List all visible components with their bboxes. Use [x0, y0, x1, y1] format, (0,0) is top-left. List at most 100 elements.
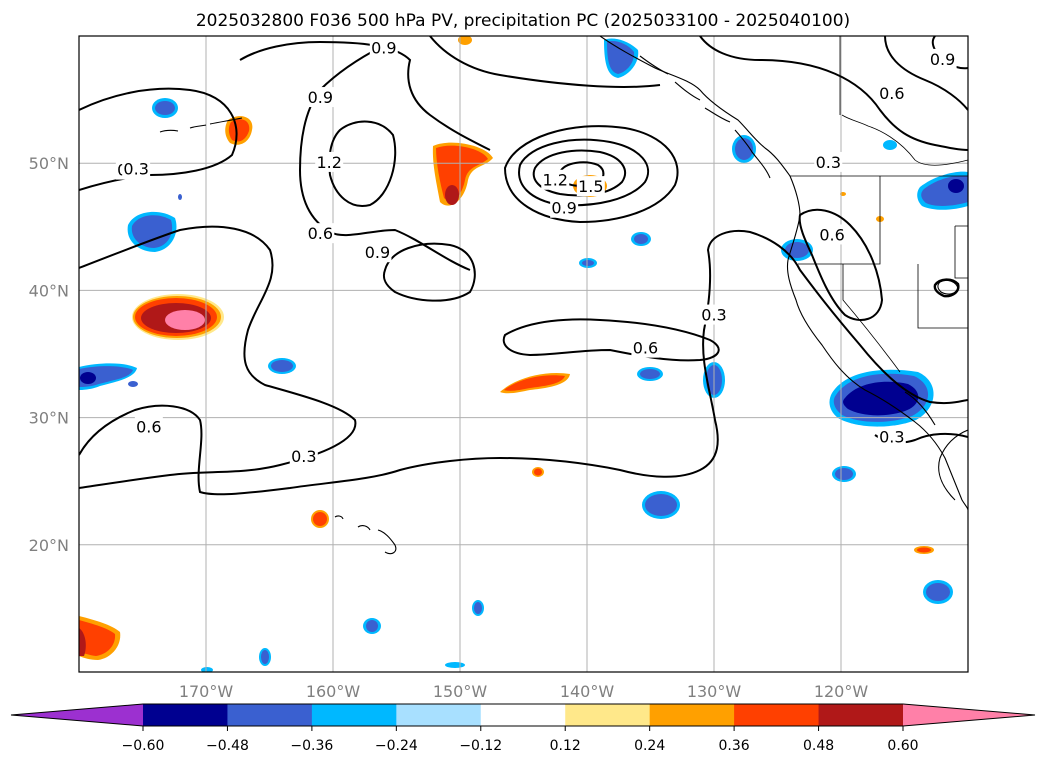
- map-title: 2025032800 F036 500 hPa PV, precipitatio…: [196, 11, 850, 31]
- contour-label: 0.3: [701, 306, 726, 325]
- contour-label: 1.2: [543, 171, 568, 190]
- colorbar-segment: [818, 704, 904, 726]
- contour-label: 0.6: [633, 339, 658, 358]
- contour-labels: 0.90.30.60.30.61.20.90.90.91.20.91.50.30…: [115, 37, 957, 466]
- negative-anomaly-blob: [640, 369, 660, 379]
- colorbar-tick-label: 0.60: [887, 738, 918, 754]
- negative-anomaly-blob: [634, 234, 648, 244]
- colorbar-tick-label: 0.12: [550, 738, 581, 754]
- colorbar-segment: [734, 704, 820, 726]
- lat-tick-label: 20°N: [29, 536, 69, 555]
- border-california-nevada: [842, 264, 901, 373]
- contour-line: [699, 36, 968, 151]
- coastline-islands: [639, 55, 731, 123]
- coastline-north-america: [599, 36, 968, 511]
- contour-label: 0.6: [819, 225, 844, 244]
- colorbar: −0.60 −0.48 −0.36 −0.24 −0.12 0.12 0.24 0.36 0.4…: [10, 703, 1036, 754]
- contour-label-halo: [541, 169, 570, 190]
- contour-line: [884, 36, 968, 111]
- contour-label: 0.9: [930, 50, 955, 69]
- positive-anomaly-blob: [458, 36, 472, 45]
- negative-anomaly-blob: [604, 38, 639, 78]
- contour-line: [429, 36, 661, 88]
- hawaii-islands: [334, 515, 397, 555]
- colorbar-tick-label: 0.24: [634, 738, 665, 754]
- colorbar-tick-label: −0.48: [206, 738, 249, 754]
- aleutian-islands: [159, 117, 243, 133]
- negative-anomaly-blob: [366, 620, 378, 632]
- colorbar-tick-label: −0.12: [459, 738, 502, 754]
- contour-label: 1.5: [578, 177, 603, 196]
- contour-line: [502, 318, 720, 362]
- contour-label-halo: [306, 223, 335, 244]
- negative-anomaly-blob: [178, 194, 182, 200]
- negative-anomaly-blob: [201, 667, 213, 672]
- negative-anomaly-blob: [883, 140, 897, 150]
- contour-label: 0.3: [816, 153, 841, 172]
- precip-shading: [79, 36, 968, 672]
- lon-tick-label: 150°W: [433, 682, 488, 701]
- contour-label: 0.3: [123, 159, 148, 178]
- contour-line: [503, 125, 679, 224]
- positive-anomaly-blob: [532, 467, 544, 477]
- contour-label-halo: [289, 445, 318, 466]
- contour-label-halo: [122, 158, 151, 179]
- contour-label-halo: [550, 197, 579, 218]
- contour-label: 0.6: [308, 224, 333, 243]
- negative-anomaly-blob: [926, 583, 950, 601]
- contour-label: 0.6: [136, 418, 161, 437]
- contour-label-halo: [363, 242, 392, 263]
- contour-label-halo: [576, 176, 605, 197]
- colorbar-segment: [480, 704, 566, 726]
- contour-label-halo: [700, 304, 728, 325]
- colorbar-extend-min: [11, 704, 143, 726]
- contour-label-halo: [877, 83, 906, 104]
- contour-line: [79, 225, 357, 489]
- border-states: [798, 176, 881, 265]
- colorbar-segment: [143, 704, 229, 726]
- contour-label-halo: [315, 151, 344, 172]
- negative-anomaly-blob: [835, 468, 853, 480]
- contour-label: 0.9: [371, 38, 396, 57]
- negative-anomaly-blob: [127, 211, 177, 252]
- contour-label: 1.2: [316, 153, 341, 172]
- positive-anomaly-blob: [132, 294, 224, 340]
- colorbar-tick-label: −0.60: [122, 738, 165, 754]
- lat-tick-label: 40°N: [29, 281, 69, 300]
- lon-tick-label: 160°W: [306, 682, 361, 701]
- contour-label-halo: [814, 151, 843, 172]
- lon-tick-label: 120°W: [814, 682, 869, 701]
- lat-tick-label: 30°N: [29, 409, 69, 428]
- contour-label: 0.3: [879, 428, 904, 447]
- negative-anomaly-blob: [735, 138, 753, 160]
- colorbar-extend-max: [903, 704, 1035, 726]
- map-area: 0.90.30.60.30.61.20.90.90.91.20.91.50.30…: [79, 36, 968, 672]
- negative-anomaly-blob: [785, 242, 809, 258]
- colorbar-segment: [396, 704, 482, 726]
- colorbar-segment: [227, 704, 313, 726]
- lon-tick-label: 130°W: [687, 682, 742, 701]
- contour-line: [798, 208, 884, 321]
- negative-anomaly-blob: [155, 101, 175, 115]
- contour-line: [518, 138, 650, 207]
- longitude-tick-labels: 170°W 160°W 150°W 140°W 130°W 120°W: [179, 682, 869, 701]
- contour-line: [933, 278, 960, 298]
- lat-tick-label: 50°N: [29, 154, 69, 173]
- contour-label: 0.9: [365, 243, 390, 262]
- negative-anomaly-blob: [261, 650, 269, 664]
- positive-anomaly-blob: [914, 546, 934, 554]
- border-states: [954, 225, 968, 279]
- negative-anomaly-blob: [128, 381, 138, 387]
- negative-anomaly-blob: [474, 602, 482, 614]
- contour-label-halo: [134, 416, 163, 437]
- contour-label-halo: [306, 87, 335, 108]
- negative-anomaly-blob: [917, 171, 968, 210]
- contour-label-halo: [369, 37, 398, 58]
- contour-line: [239, 40, 491, 151]
- colorbar-tick-label: −0.36: [290, 738, 333, 754]
- colorbar-tick-label: 0.36: [719, 738, 750, 754]
- contour-label-halo: [877, 426, 906, 447]
- coastlines: [159, 36, 968, 555]
- negative-anomaly-blob: [445, 662, 465, 668]
